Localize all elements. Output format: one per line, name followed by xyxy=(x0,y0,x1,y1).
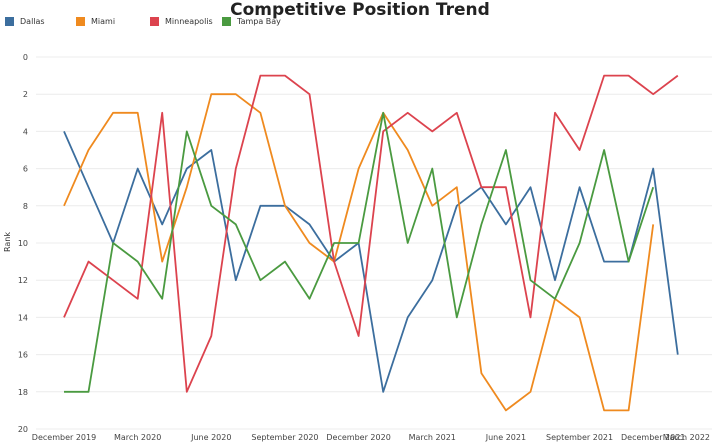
y-axis-label: Rank xyxy=(3,232,12,252)
legend-item-miami[interactable]: Miami xyxy=(76,17,115,26)
x-tick-label: December 2020 xyxy=(326,433,390,442)
y-tick-label: 14 xyxy=(18,313,28,322)
series-line-minneapolis[interactable] xyxy=(63,74,679,393)
series-line-tampa-bay[interactable] xyxy=(64,111,655,393)
legend-label-tampa-bay: Tampa Bay xyxy=(237,17,281,26)
y-tick-label: 2 xyxy=(23,90,28,99)
y-axis: 0 2 4 6 8 10 12 14 16 18 20 xyxy=(18,53,28,434)
y-tick-label: 4 xyxy=(23,127,28,136)
legend-swatch-minneapolis xyxy=(150,17,159,26)
gridlines xyxy=(36,56,712,430)
x-tick-label: March 2022 xyxy=(663,433,710,442)
y-tick-label: 0 xyxy=(23,53,28,62)
y-tick-label: 6 xyxy=(23,165,28,174)
legend: Dallas Miami Minneapolis Tampa Bay xyxy=(0,17,720,31)
x-tick-label: June 2021 xyxy=(485,433,526,442)
y-tick-label: 18 xyxy=(18,388,28,397)
series-line-miami[interactable] xyxy=(63,93,655,412)
y-tick-label: 12 xyxy=(18,276,28,285)
legend-label-dallas: Dallas xyxy=(20,17,45,26)
legend-label-minneapolis: Minneapolis xyxy=(165,17,213,26)
legend-item-minneapolis[interactable]: Minneapolis xyxy=(150,17,213,26)
series-lines xyxy=(63,74,679,412)
legend-swatch-tampa-bay xyxy=(222,17,231,26)
x-tick-label: September 2021 xyxy=(546,433,613,442)
legend-swatch-dallas xyxy=(5,17,14,26)
x-axis: December 2019 March 2020 June 2020 Septembe… xyxy=(32,433,710,442)
x-tick-label: September 2020 xyxy=(251,433,318,442)
x-tick-label: March 2021 xyxy=(409,433,456,442)
chart-title: Competitive Position Trend xyxy=(230,0,490,20)
x-tick-label: June 2020 xyxy=(190,433,231,442)
y-tick-label: 8 xyxy=(23,202,28,211)
legend-label-miami: Miami xyxy=(91,17,116,26)
x-tick-label: March 2020 xyxy=(114,433,161,442)
x-tick-label: December 2021 xyxy=(621,433,685,442)
y-tick-label: 20 xyxy=(18,425,28,434)
y-tick-label: 16 xyxy=(18,351,28,360)
x-tick-label: December 2019 xyxy=(32,433,96,442)
legend-item-tampa-bay[interactable]: Tampa Bay xyxy=(222,17,281,26)
y-tick-label: 10 xyxy=(18,239,28,248)
legend-swatch-miami xyxy=(76,17,85,26)
legend-item-dallas[interactable]: Dallas xyxy=(5,17,45,26)
series-line-dallas[interactable] xyxy=(63,131,679,393)
